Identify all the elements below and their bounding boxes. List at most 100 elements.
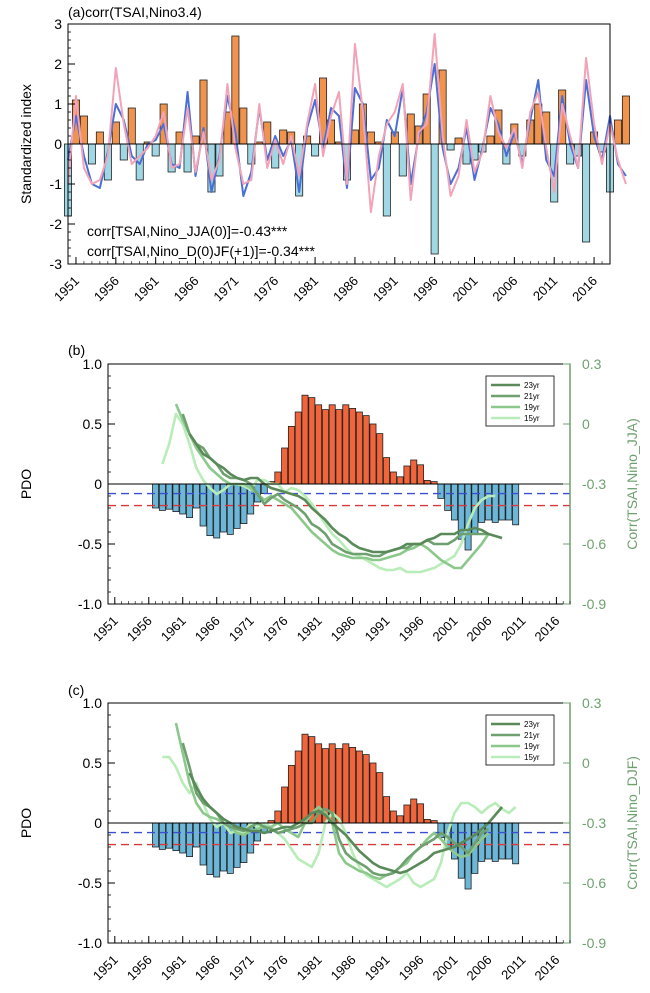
c-bar	[485, 822, 492, 860]
c-ytick-right-label: 0	[582, 755, 590, 771]
c-ytick-label: 0	[94, 815, 102, 831]
b-bar	[383, 457, 391, 485]
c-series-line-23yr	[188, 772, 504, 875]
c-bar	[172, 822, 180, 852]
panel-c-legend: 23yr 21yr 19yr 15yr	[485, 714, 555, 766]
c-bar	[376, 772, 384, 824]
b-xtick-label: 2001	[430, 613, 461, 644]
panel-b-yticks-right: 0.3 0 -0.3 -0.6 -0.9	[563, 356, 606, 612]
a-bar	[119, 143, 128, 161]
a-ytick-label: -1	[50, 176, 63, 192]
panel-a: (a)corr(TSAI,Nino3.4) Standardized index…	[18, 4, 630, 304]
c-bar	[349, 747, 357, 824]
b-xtick-label: 1961	[158, 613, 189, 644]
c-series-line-15yr	[162, 755, 517, 889]
a-xtick-label: 1981	[290, 273, 321, 304]
panel-b-label: (b)	[68, 342, 85, 358]
b-ytick-label: -1.0	[78, 596, 102, 612]
b-bar	[389, 471, 397, 485]
c-bar	[213, 822, 221, 878]
a-xtick-label: 2006	[489, 273, 520, 304]
c-ytick-right-label: -0.6	[582, 875, 606, 891]
a-bar	[430, 143, 439, 255]
a-bar	[486, 135, 495, 145]
a-xtick-label: 1971	[210, 273, 241, 304]
b-series-line-15yr	[161, 412, 496, 574]
b-ytick-right-label: -0.9	[582, 596, 606, 612]
c-xtick-label: 1951	[90, 952, 121, 983]
b-xtick-label: 1981	[294, 613, 325, 644]
b-bar	[396, 476, 404, 485]
a-xtick-label: 1986	[330, 273, 361, 304]
c-legend-label: 19yr	[524, 742, 540, 751]
a-bar	[183, 143, 192, 173]
a-bar	[582, 143, 591, 243]
a-bar	[311, 143, 320, 157]
a-ytick-label: 1	[54, 96, 62, 112]
a-xtick-label: 1956	[91, 273, 122, 304]
c-bar	[179, 822, 187, 854]
c-bar	[158, 822, 166, 850]
b-bar	[274, 471, 282, 485]
b-bar	[444, 483, 452, 511]
b-bar	[294, 411, 302, 485]
c-legend-label: 21yr	[524, 731, 540, 740]
a-bar	[95, 131, 104, 145]
c-bar	[342, 743, 350, 824]
c-xtick-label: 1961	[158, 952, 189, 983]
a-bar	[406, 113, 415, 145]
panel-a-ylabel: Standardized index	[18, 84, 34, 204]
c-ytick-label: -1.0	[78, 935, 102, 951]
c-ytick-label: 0.5	[83, 755, 103, 771]
panel-b-ylabel-right: Corr(TSAI,Nino_JJA)	[624, 418, 640, 549]
panel-a-annotation-2: corr[TSAI,Nino_D(0)JF(+1)]=-0.34***	[87, 243, 316, 259]
b-bar	[226, 483, 234, 535]
c-ytick-right-label: -0.3	[582, 815, 606, 831]
c-bar	[396, 815, 404, 824]
b-xtick-label: 2006	[464, 613, 495, 644]
panel-c-yticks: 1.0 0.5 0 -0.5 -1.0	[78, 695, 115, 951]
b-bar	[403, 465, 411, 485]
c-xtick-label: 2001	[430, 952, 461, 983]
c-bar	[287, 765, 295, 824]
b-xtick-label: 1956	[124, 613, 155, 644]
b-bar	[342, 404, 350, 485]
panel-a-yticks: 3 2 1 0 -1 -2 -3	[50, 16, 75, 272]
c-bar	[383, 796, 391, 824]
c-bar	[491, 822, 499, 862]
b-bar	[186, 483, 193, 518]
a-ytick-label: -2	[50, 216, 63, 232]
b-bar	[308, 397, 316, 485]
b-xtick-label: 2011	[498, 613, 528, 643]
b-bar	[437, 483, 445, 499]
panel-b-hlines	[108, 492, 570, 507]
panel-c: (c) PDO Corr(TSAI,Nino_DJF) 1.0 0.5 0 -0.5 -…	[18, 682, 640, 983]
b-bar	[152, 483, 160, 509]
c-bar	[498, 822, 506, 860]
a-bar	[398, 143, 407, 177]
c-bar	[274, 810, 282, 824]
a-xtick-label: 2011	[530, 273, 560, 303]
a-bar	[87, 143, 96, 165]
a-ytick-label: 0	[54, 136, 62, 152]
b-ytick-label: -0.5	[78, 536, 102, 552]
c-bar	[417, 803, 424, 824]
b-xtick-label: 1991	[362, 613, 393, 644]
a-xtick-label: 1966	[171, 273, 202, 304]
b-bar	[287, 425, 295, 485]
a-bar	[366, 131, 375, 145]
a-ytick-label: -3	[50, 256, 63, 272]
c-bar	[505, 822, 513, 860]
a-xtick-label: 1991	[370, 273, 401, 304]
c-ytick-right-label: -0.9	[582, 935, 606, 951]
b-ytick-right-label: -0.6	[582, 536, 606, 552]
c-bar	[355, 750, 363, 824]
b-bar	[172, 483, 180, 513]
panel-b-lines	[161, 403, 503, 574]
b-bar	[498, 483, 506, 521]
a-bar	[111, 121, 120, 145]
c-bar	[152, 822, 160, 848]
c-bar	[206, 822, 214, 875]
c-bar	[192, 822, 200, 848]
c-bar	[512, 822, 520, 865]
